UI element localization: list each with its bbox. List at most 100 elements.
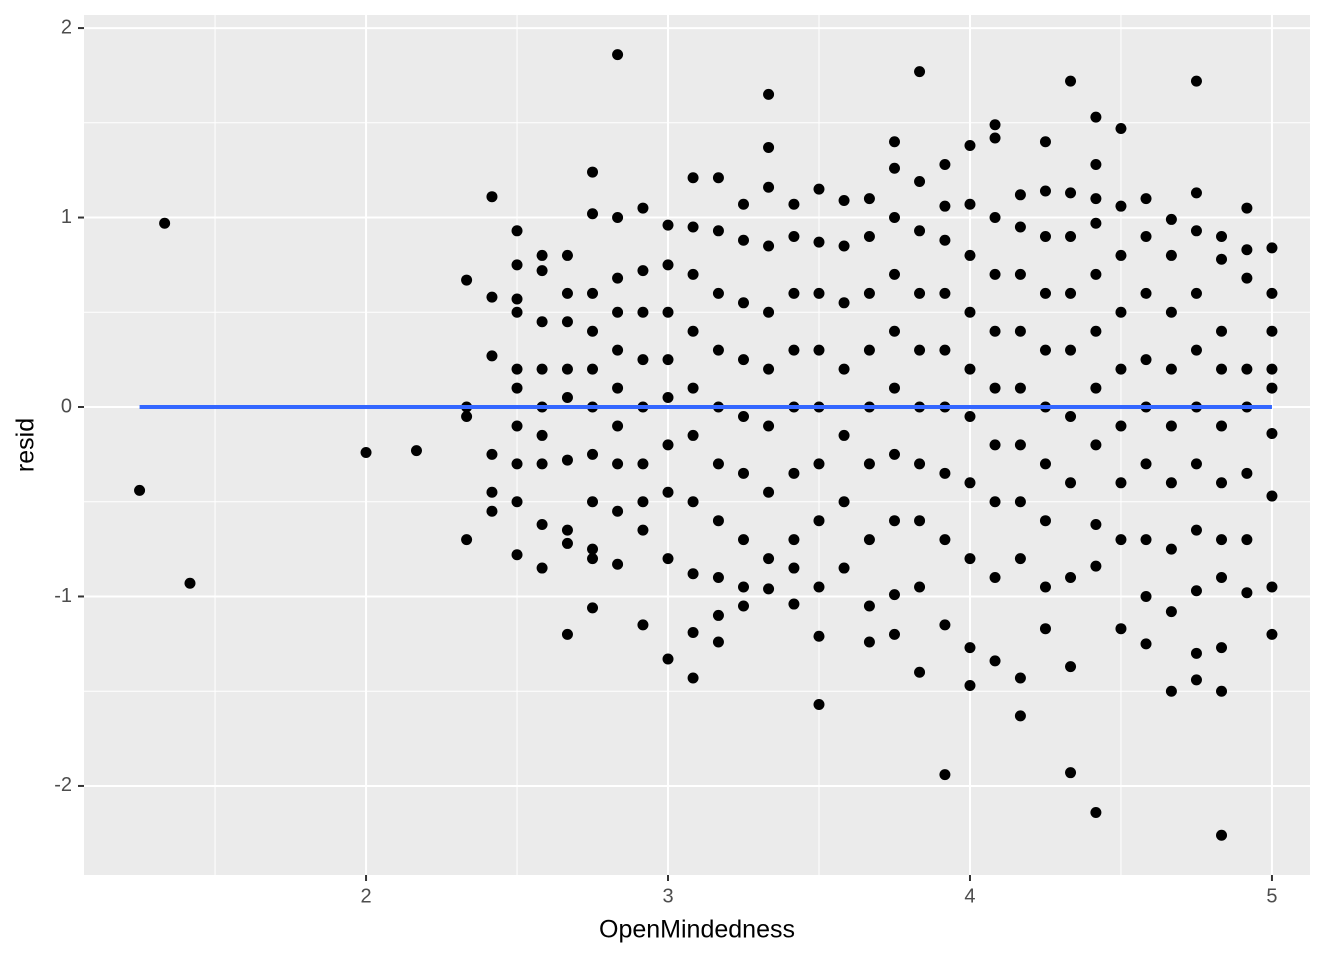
point — [1266, 382, 1278, 394]
point — [461, 410, 473, 422]
point — [612, 558, 624, 570]
point — [1241, 272, 1253, 284]
point — [587, 496, 599, 508]
point — [1039, 344, 1051, 356]
point — [939, 234, 951, 246]
point — [1190, 674, 1202, 686]
x-axis-title: OpenMindedness — [599, 916, 795, 944]
point — [1014, 189, 1026, 201]
point — [1115, 623, 1127, 635]
point — [813, 458, 825, 470]
point — [712, 636, 724, 648]
point — [612, 306, 624, 318]
point — [712, 572, 724, 584]
point — [1266, 287, 1278, 299]
point — [939, 769, 951, 781]
point — [511, 496, 523, 508]
point — [763, 486, 775, 498]
point — [1014, 553, 1026, 565]
point — [1090, 560, 1102, 572]
point — [863, 534, 875, 546]
point — [461, 274, 473, 286]
point — [813, 630, 825, 642]
point — [964, 477, 976, 489]
point — [637, 306, 649, 318]
point — [989, 119, 1001, 131]
point — [1090, 217, 1102, 229]
point — [712, 344, 724, 356]
point — [964, 553, 976, 565]
point — [561, 363, 573, 375]
point — [637, 524, 649, 536]
point — [1216, 230, 1228, 242]
point — [561, 628, 573, 640]
point — [738, 467, 750, 479]
point — [1090, 325, 1102, 337]
point — [687, 325, 699, 337]
point — [536, 363, 548, 375]
point — [587, 166, 599, 178]
point — [1140, 638, 1152, 650]
point — [1090, 268, 1102, 280]
point — [1090, 158, 1102, 170]
point — [1065, 75, 1077, 87]
point — [561, 287, 573, 299]
point — [1216, 685, 1228, 697]
point — [687, 568, 699, 580]
point — [1216, 363, 1228, 375]
point — [788, 287, 800, 299]
point — [738, 297, 750, 309]
point — [813, 236, 825, 248]
point — [687, 172, 699, 184]
point — [1266, 325, 1278, 337]
point — [561, 524, 573, 536]
point — [662, 392, 674, 404]
point — [838, 240, 850, 252]
point — [939, 619, 951, 631]
point — [511, 420, 523, 432]
point — [1065, 477, 1077, 489]
point — [914, 344, 926, 356]
x-tick-label: 4 — [964, 885, 975, 907]
y-tick-label: -1 — [54, 585, 72, 607]
point — [914, 66, 926, 78]
point — [1140, 230, 1152, 242]
point — [1165, 306, 1177, 318]
point — [1241, 363, 1253, 375]
point — [536, 429, 548, 441]
point — [1165, 606, 1177, 618]
point — [612, 382, 624, 394]
point — [1065, 767, 1077, 779]
point — [1140, 193, 1152, 205]
point — [964, 306, 976, 318]
y-axis-title: resid — [12, 418, 40, 472]
point — [1014, 325, 1026, 337]
point — [637, 619, 649, 631]
point — [914, 225, 926, 237]
point — [1216, 829, 1228, 841]
point — [888, 589, 900, 601]
point — [159, 217, 171, 229]
point — [763, 553, 775, 565]
point — [511, 382, 523, 394]
point — [1039, 185, 1051, 197]
point — [838, 496, 850, 508]
point — [939, 534, 951, 546]
point — [788, 598, 800, 610]
point — [964, 198, 976, 210]
point — [1090, 439, 1102, 451]
y-tick-label: -2 — [54, 774, 72, 796]
point — [838, 562, 850, 574]
point — [1039, 458, 1051, 470]
point — [989, 439, 1001, 451]
point — [1014, 382, 1026, 394]
point — [863, 230, 875, 242]
point — [838, 297, 850, 309]
point — [738, 581, 750, 593]
point — [1216, 253, 1228, 265]
point — [536, 316, 548, 328]
point — [1216, 477, 1228, 489]
point — [1065, 187, 1077, 199]
point — [561, 316, 573, 328]
point — [1241, 534, 1253, 546]
